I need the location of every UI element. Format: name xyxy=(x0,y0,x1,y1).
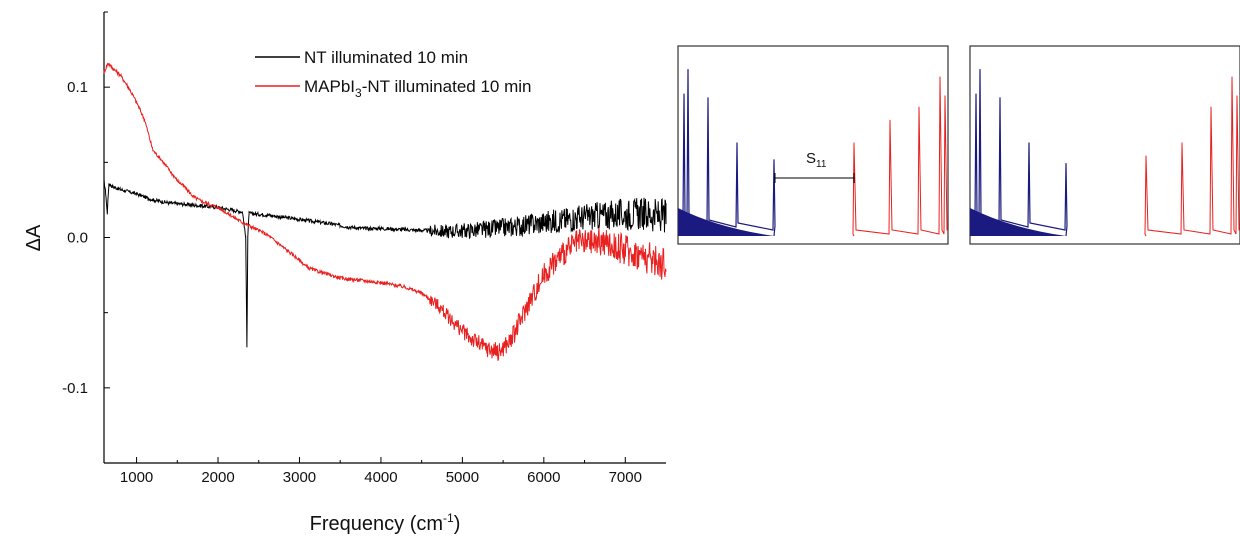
y-tick-label: 0.1 xyxy=(67,79,88,96)
x-axis-title: Frequency (cm-1) xyxy=(310,511,461,535)
legend: NT illuminated 10 min MAPbI3-NT illumina… xyxy=(255,48,531,100)
mapbi3-nt-spectrum-line xyxy=(103,62,667,361)
nt-spectrum-line xyxy=(103,178,667,348)
blue-band-fill xyxy=(970,208,1066,236)
panel-frame xyxy=(969,45,1240,245)
blue-band-fill xyxy=(678,208,774,236)
spectrum-panel-without-gap xyxy=(969,45,1240,245)
red-band-trace xyxy=(1144,76,1240,237)
x-tick-label: 5000 xyxy=(446,469,479,486)
main-chart: 1000 2000 3000 4000 5000 6000 7000 0.1 0.0 -0.1 F… xyxy=(23,11,667,535)
red-band-trace xyxy=(852,76,948,237)
legend-label-nt: NT illuminated 10 min xyxy=(304,48,468,67)
spectrum-panel-with-gap: S11 xyxy=(677,45,949,245)
x-tick-label: 7000 xyxy=(609,469,642,486)
blue-band-trace xyxy=(969,69,1068,237)
x-tick-label: 4000 xyxy=(364,469,397,486)
legend-label-mapbi3: MAPbI3-NT illuminated 10 min xyxy=(304,77,531,100)
x-tick-label: 3000 xyxy=(283,469,316,486)
x-tick-label: 6000 xyxy=(527,469,560,486)
blue-band-trace xyxy=(677,69,776,237)
x-tick-label: 1000 xyxy=(120,469,153,486)
panel-frame xyxy=(677,45,949,245)
y-tick-label: -0.1 xyxy=(62,380,88,397)
y-axis-title: ΔA xyxy=(23,224,45,251)
y-tick-label: 0.0 xyxy=(67,230,88,247)
x-tick-label: 2000 xyxy=(201,469,234,486)
